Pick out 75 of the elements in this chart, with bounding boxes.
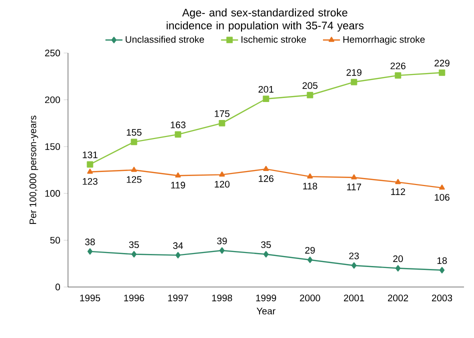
point — [395, 265, 401, 272]
point — [131, 251, 137, 258]
legend-label: Unclassified stroke — [126, 36, 204, 43]
legend-label: Hemorrhagic stroke — [343, 36, 425, 45]
legend-label: Ischemic stroke — [242, 36, 306, 43]
data-label: 226 — [390, 62, 406, 70]
y-tick-label: 100 — [45, 190, 60, 197]
data-label: 125 — [126, 176, 142, 183]
y-tick-label: 200 — [45, 96, 60, 104]
data-label: 131 — [82, 151, 98, 158]
x-tick-label: 1998 — [212, 294, 232, 302]
data-label: 18 — [437, 257, 447, 264]
x-tick-label: 1999 — [256, 294, 276, 302]
y-tick-label: 150 — [45, 143, 60, 150]
data-label: 229 — [434, 60, 450, 66]
point — [438, 69, 446, 76]
x-axis-title: Year — [256, 308, 276, 314]
point — [395, 178, 401, 184]
chart-title: Age- and sex-standardized stroke incidence in population with 35-74 years — [166, 8, 364, 32]
y-tick-label: 50 — [50, 236, 60, 244]
x-tick-label: 1995 — [80, 294, 100, 302]
data-label: 35 — [261, 241, 271, 248]
x-tick-label: 2002 — [388, 294, 408, 302]
data-label: 123 — [82, 178, 98, 185]
x-tick-label: 2000 — [300, 294, 320, 302]
data-label: 201 — [258, 86, 274, 93]
point — [306, 92, 314, 98]
point — [86, 161, 94, 168]
point — [351, 174, 357, 180]
x-tick-label: 2001 — [344, 294, 364, 302]
point — [87, 248, 93, 255]
x-tick-label: 1996 — [124, 294, 144, 302]
data-label: 29 — [305, 246, 315, 254]
point — [439, 184, 445, 190]
data-label: 155 — [126, 129, 142, 136]
point — [394, 72, 402, 79]
data-label: 163 — [170, 122, 186, 128]
point — [263, 251, 269, 258]
point — [350, 78, 358, 86]
point — [351, 262, 357, 269]
data-label: 34 — [173, 242, 183, 249]
data-label: 38 — [85, 238, 95, 246]
point — [130, 138, 138, 146]
x-tick-label: 1997 — [168, 294, 188, 302]
data-label: 106 — [434, 194, 450, 201]
point — [131, 166, 137, 172]
data-label: 118 — [303, 182, 318, 190]
data-label: 39 — [217, 238, 227, 244]
point — [439, 266, 445, 274]
data-label: 35 — [129, 241, 139, 248]
data-label: 175 — [214, 110, 230, 118]
y-tick-label: 0 — [56, 284, 60, 290]
point — [219, 247, 225, 254]
data-label: 23 — [349, 252, 359, 260]
point — [307, 256, 313, 264]
point — [174, 131, 182, 138]
data-label: 120 — [214, 180, 230, 188]
point — [175, 172, 181, 178]
data-label: 112 — [391, 188, 406, 195]
point — [307, 173, 313, 178]
data-label: 20 — [393, 255, 403, 262]
data-label: 219 — [346, 69, 362, 76]
y-axis-title: Per 100,000 person-years — [30, 116, 38, 224]
point — [262, 96, 270, 102]
point — [263, 166, 269, 171]
y-tick-label: 250 — [45, 50, 60, 56]
data-label: 119 — [171, 182, 186, 189]
point — [87, 168, 93, 174]
data-label: 205 — [302, 82, 318, 89]
point — [175, 252, 181, 258]
data-label: 126 — [258, 175, 274, 182]
point — [218, 120, 226, 126]
point — [219, 171, 225, 177]
x-tick-label: 2003 — [432, 294, 452, 302]
data-label: 117 — [347, 184, 362, 190]
